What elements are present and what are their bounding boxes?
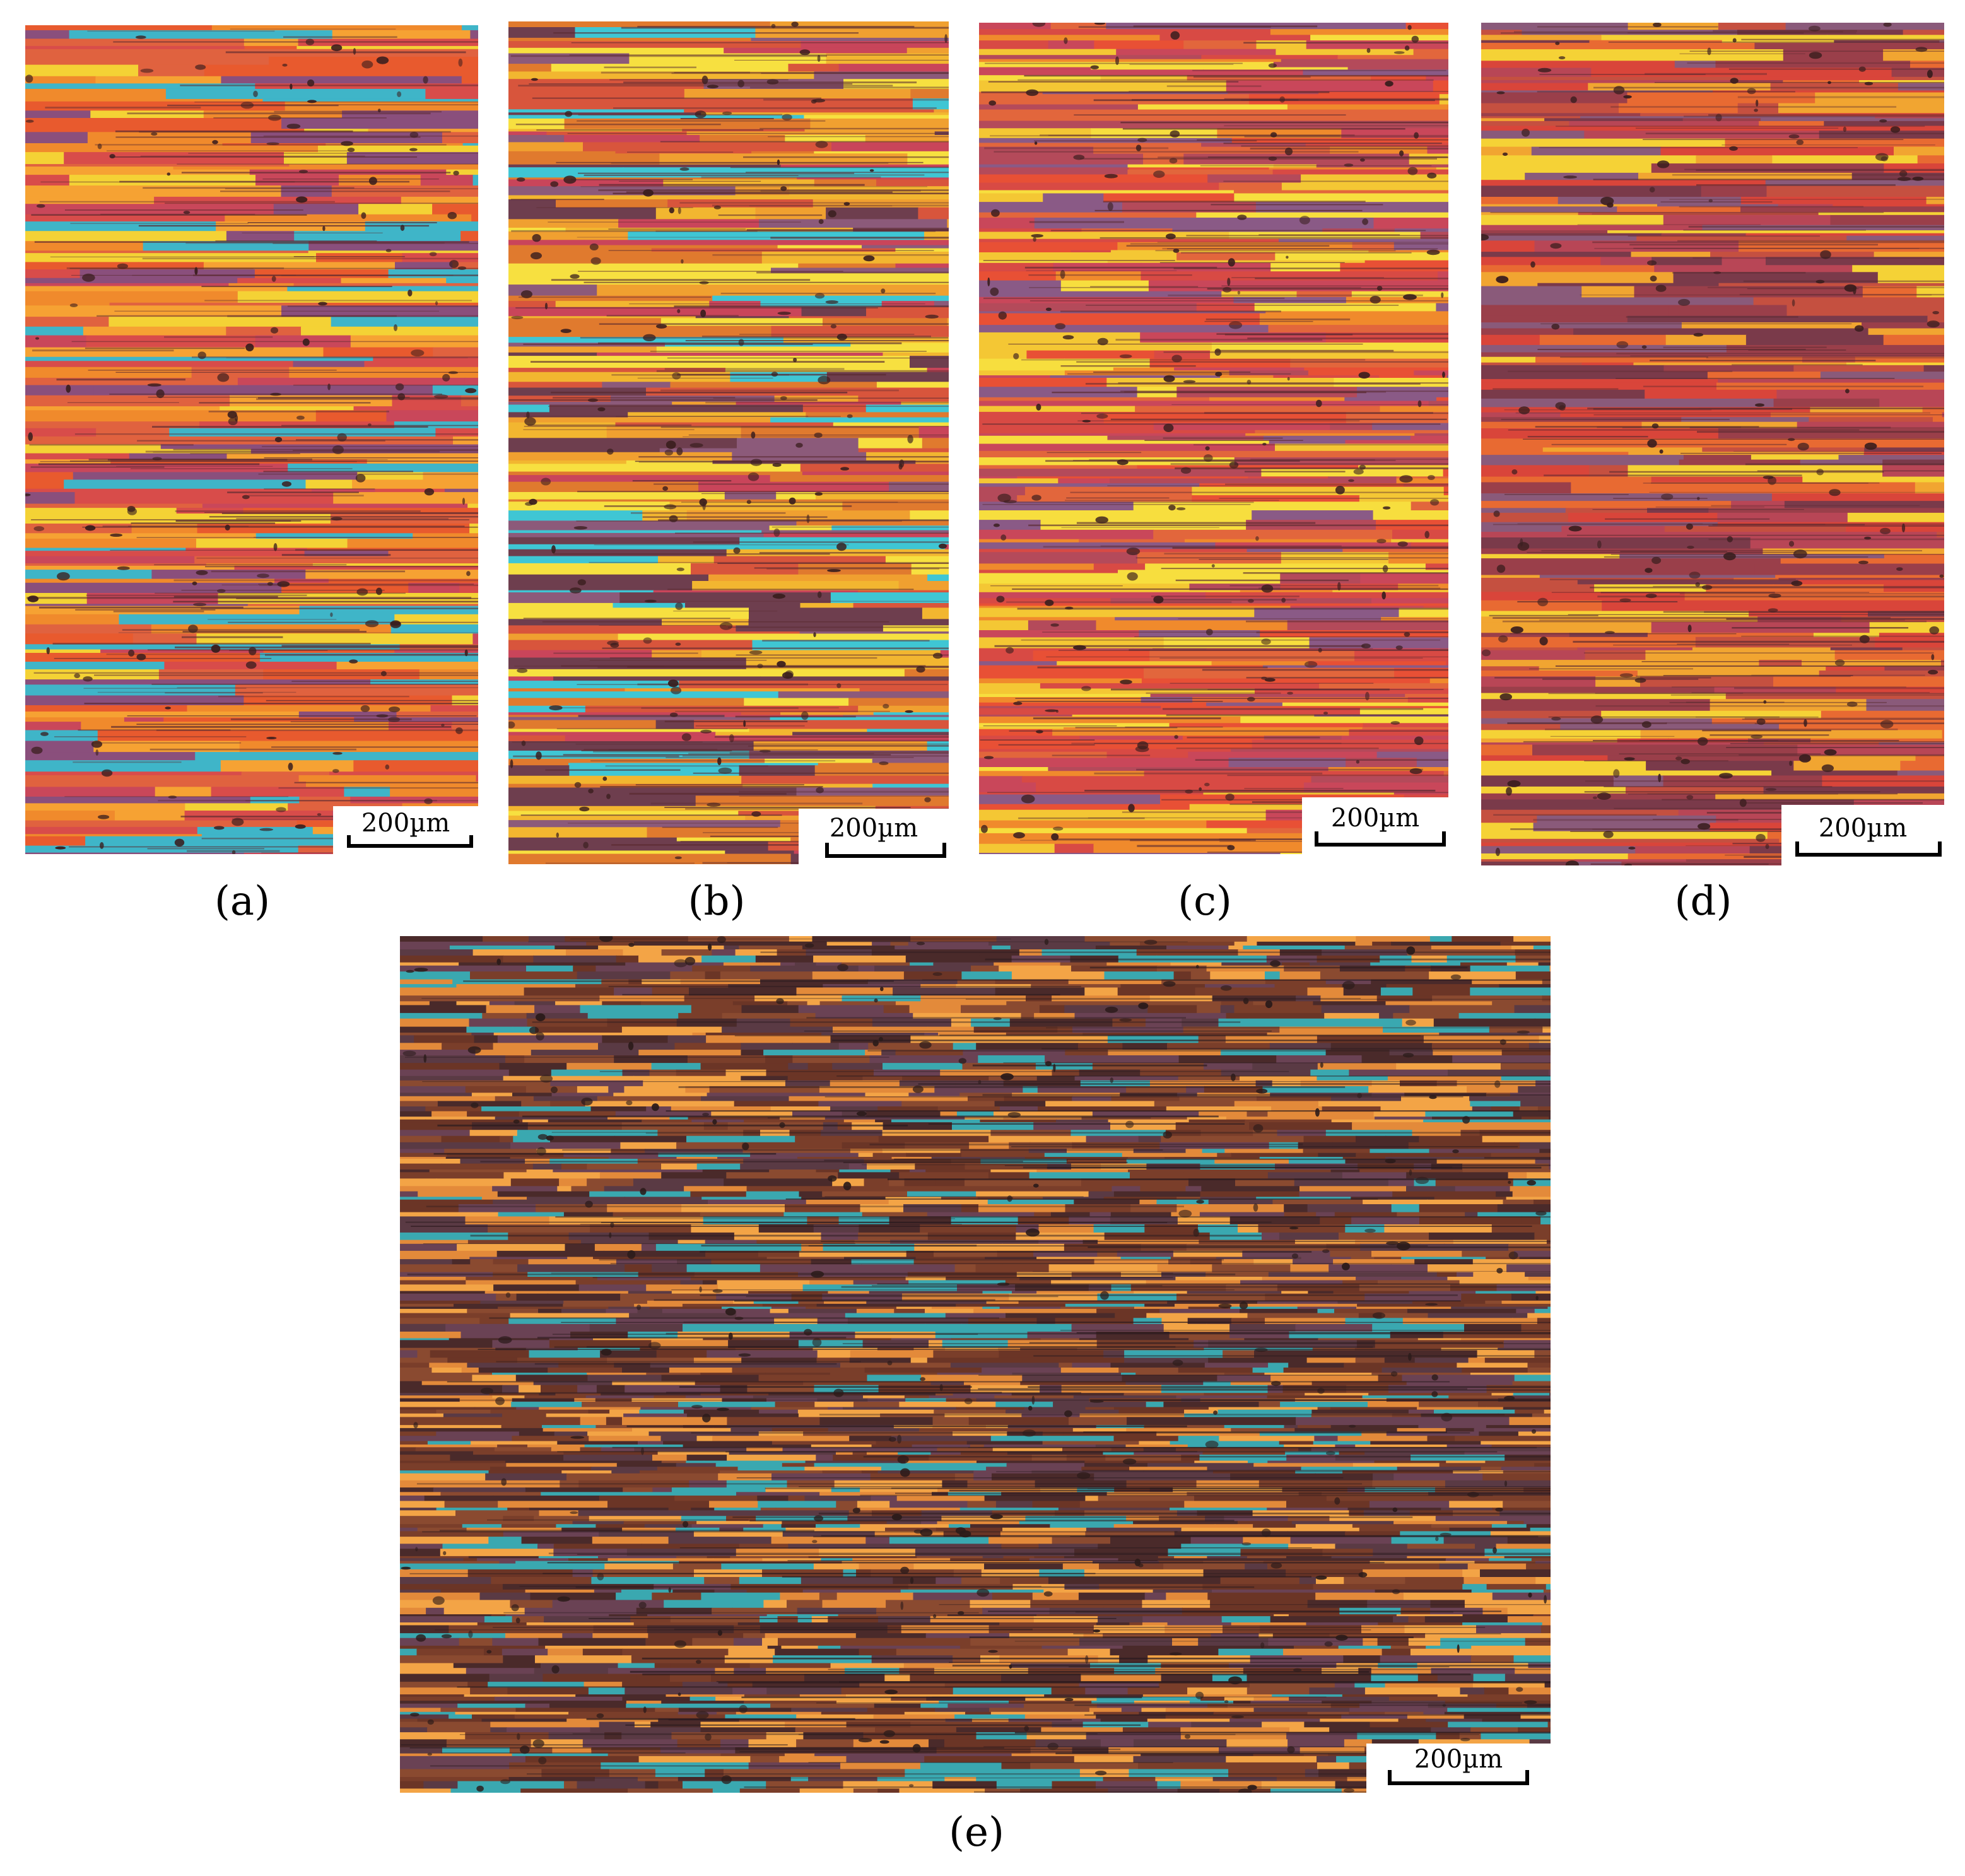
scale-line-b	[825, 843, 946, 858]
micrograph-panel-a: 200µm	[25, 25, 478, 854]
caption-a: (a)	[214, 878, 271, 925]
scale-bar-a: 200µm	[333, 806, 478, 854]
scale-line-c	[1315, 831, 1446, 847]
micrograph-panel-b: 200µm	[508, 21, 949, 864]
scale-label-a: 200µm	[361, 809, 450, 838]
micrograph-panel-c: 200µm	[979, 23, 1448, 854]
scale-label-d: 200µm	[1818, 814, 1908, 843]
scale-label-b: 200µm	[829, 814, 918, 843]
scale-label-c: 200µm	[1330, 804, 1420, 833]
caption-e: (e)	[949, 1809, 1004, 1856]
scale-line-d	[1795, 841, 1942, 857]
micrograph-panel-e: 200µm	[400, 936, 1551, 1793]
scale-bar-d: 200µm	[1781, 805, 1944, 865]
micrograph-image-b	[508, 21, 949, 864]
scale-bar-e: 200µm	[1366, 1744, 1551, 1793]
micrograph-panel-d: 200µm	[1481, 23, 1944, 865]
scale-line-a	[347, 835, 473, 848]
micrograph-image-c	[979, 23, 1448, 854]
scale-bar-b: 200µm	[799, 809, 949, 864]
caption-b: (b)	[688, 878, 746, 925]
scale-line-e	[1388, 1770, 1529, 1785]
micrograph-image-e	[400, 936, 1551, 1793]
caption-c: (c)	[1178, 878, 1232, 925]
scale-label-e: 200µm	[1414, 1745, 1503, 1774]
micrograph-image-d	[1481, 23, 1944, 865]
scale-bar-c: 200µm	[1302, 797, 1448, 854]
micrograph-image-a	[25, 25, 478, 854]
caption-d: (d)	[1674, 878, 1732, 925]
